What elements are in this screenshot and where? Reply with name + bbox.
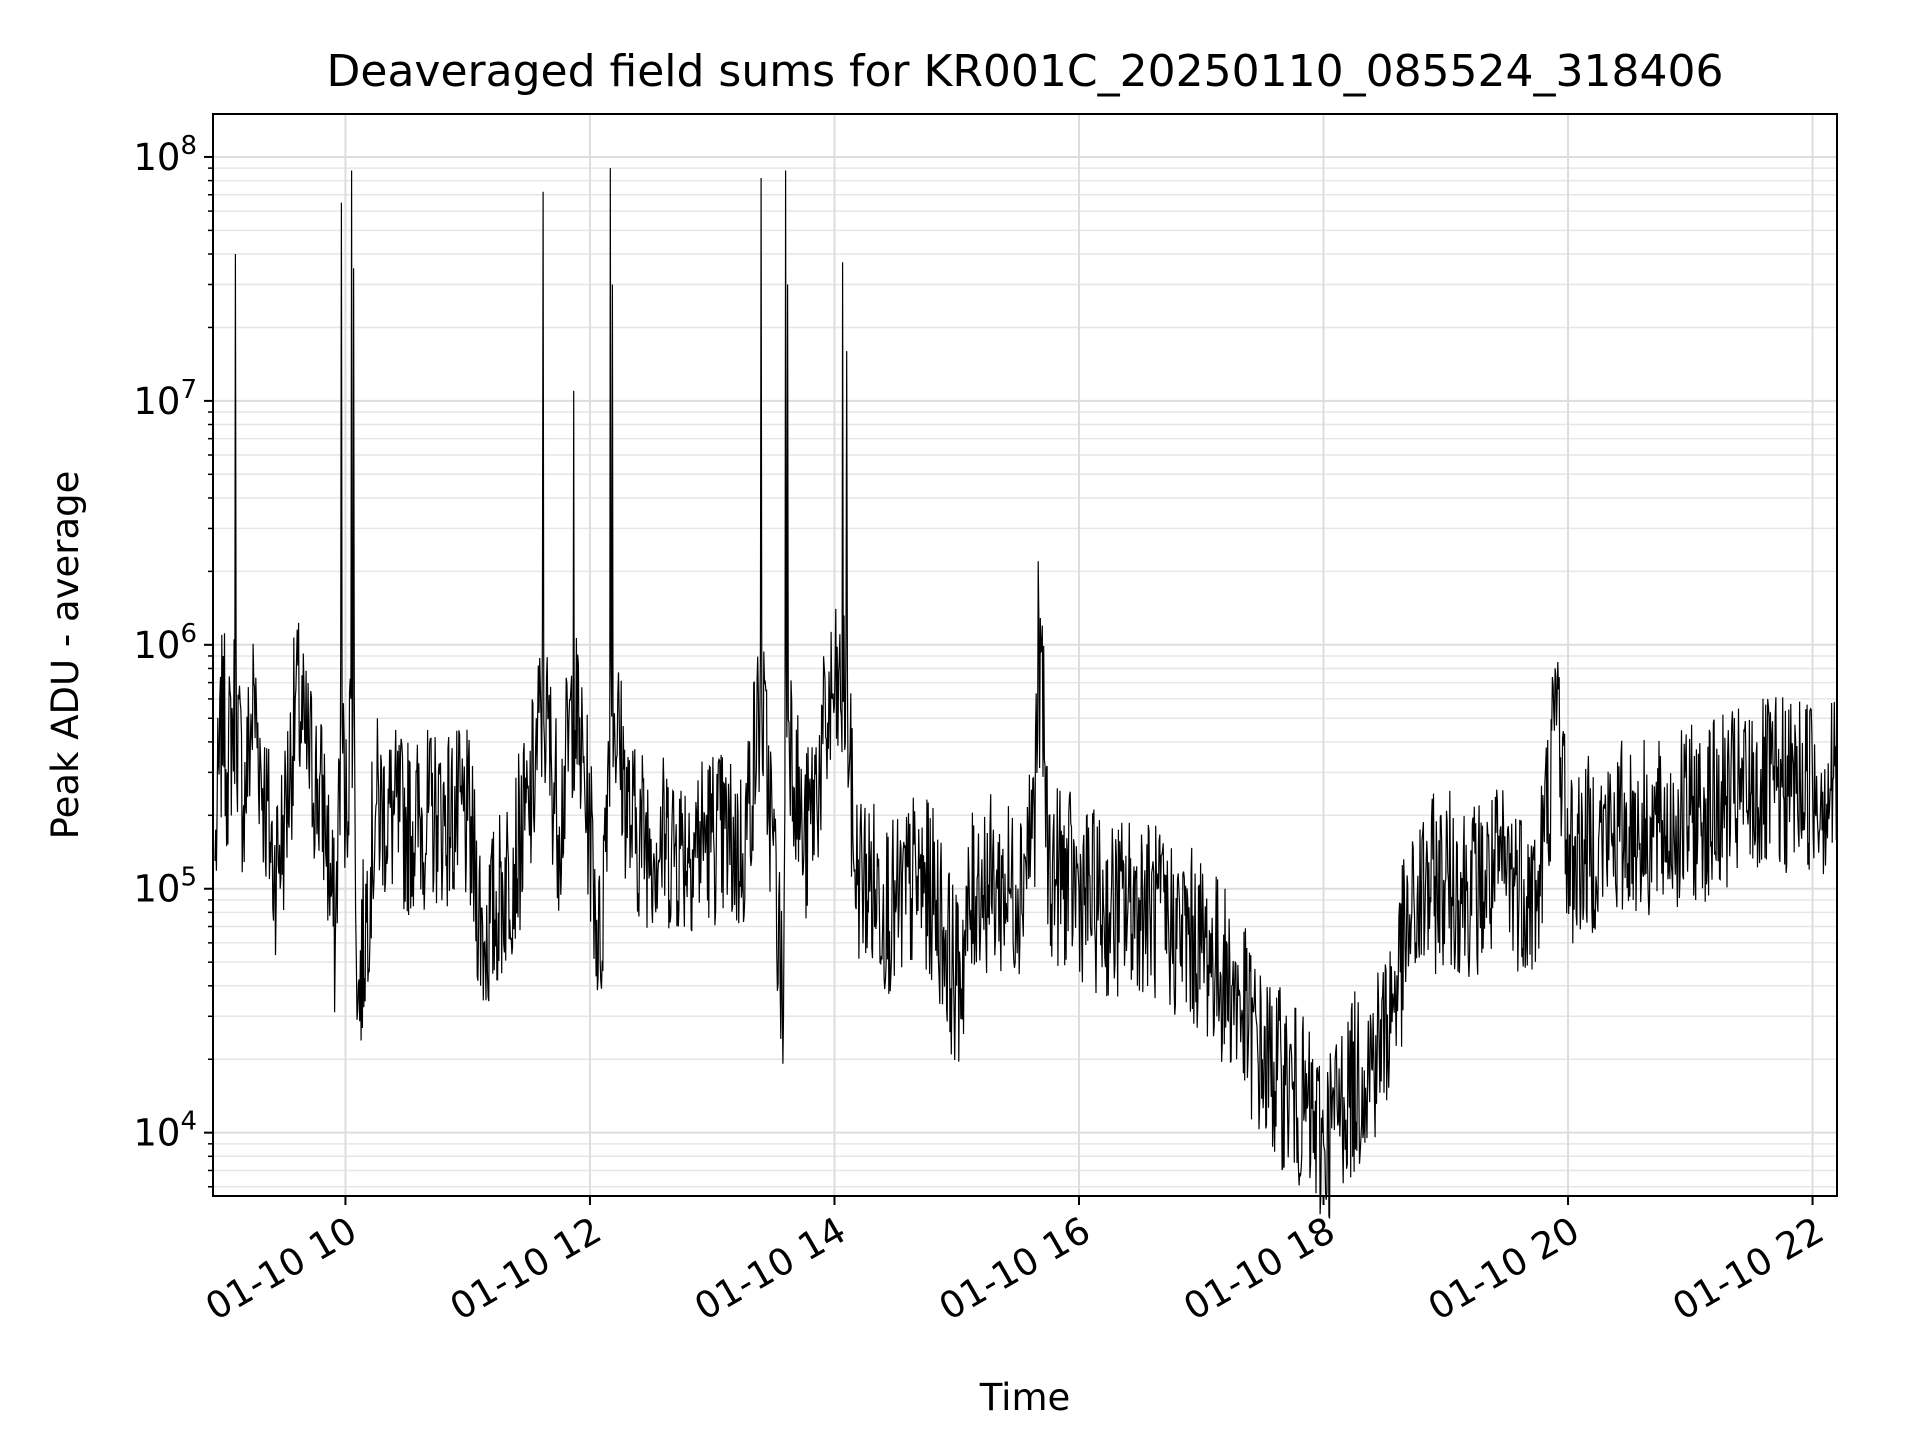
y-tick-label: 108 <box>133 131 197 179</box>
series-line <box>214 168 1838 1219</box>
y-tick-label: 106 <box>133 619 197 667</box>
chart-title: Deaveraged field sums for KR001C_2025011… <box>327 46 1724 97</box>
y-axis-label: Peak ADU - average <box>44 471 87 840</box>
y-tick-label: 104 <box>133 1107 197 1155</box>
y-tick-label: 107 <box>133 375 197 423</box>
plot-frame <box>212 113 1838 1197</box>
y-tick-label: 105 <box>133 863 197 911</box>
series-group <box>214 168 1838 1219</box>
x-axis-label: Time <box>979 1376 1071 1419</box>
